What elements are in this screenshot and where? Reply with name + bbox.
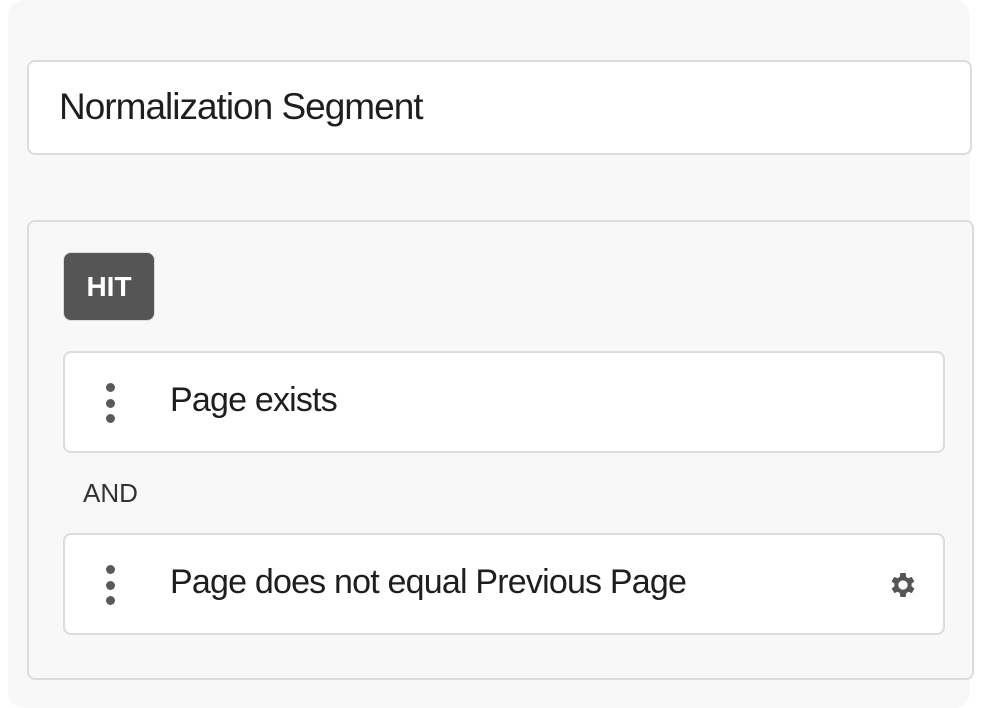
rule-row[interactable]: Page does not equal Previous Page [63,533,945,635]
segment-container: HIT Page exists AND Page does not equal … [27,220,974,680]
segment-title-input[interactable]: Normalization Segment [27,60,972,155]
logical-operator[interactable]: AND [83,478,138,508]
rule-row[interactable]: Page exists [63,351,945,453]
segment-title: Normalization Segment [59,86,424,127]
gear-icon[interactable] [887,569,919,601]
rule-label: Page exists [170,381,338,419]
drag-handle-icon[interactable] [105,565,115,605]
rule-label: Page does not equal Previous Page [170,563,687,601]
segment-builder-panel: Normalization Segment HIT Page exists AN… [8,0,974,708]
drag-handle-icon[interactable] [105,383,115,423]
scope-badge-button[interactable]: HIT [63,252,155,321]
